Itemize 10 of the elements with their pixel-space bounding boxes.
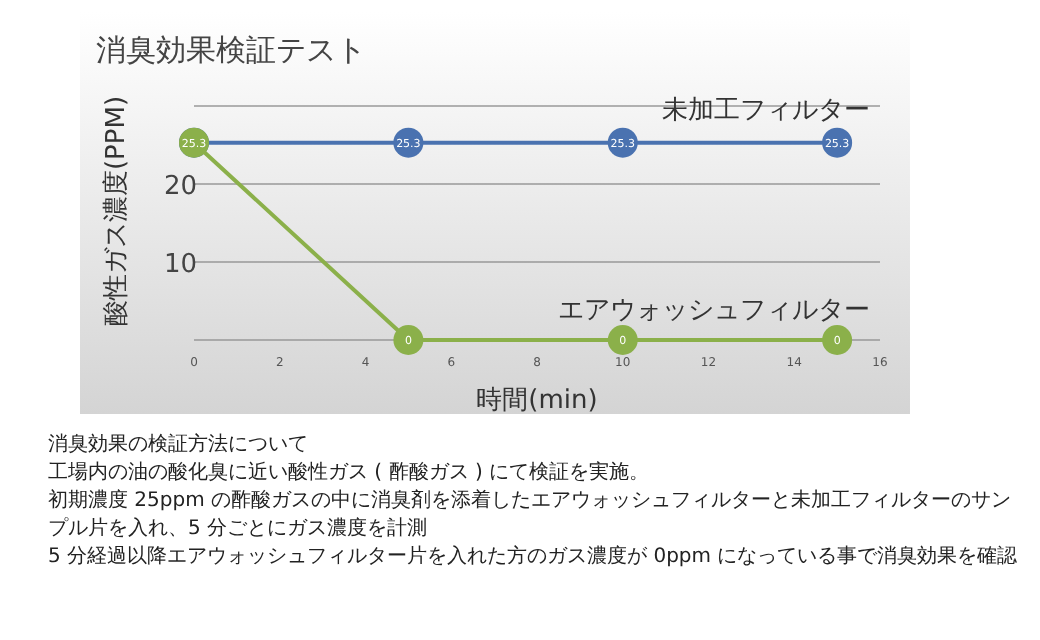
text: 消臭効果の検証方法について [48,432,310,460]
text: 工場内の油の酸化臭に近い酸性ガス ( 酢酸ガス ) にて検証を実施。 [48,460,652,488]
y-axis-title: 酸性ガス濃度(PPM) [100,95,132,327]
text: 初期濃度 25ppm の酢酸ガスの中に消臭剤を添着したエアウォッシュフィルターと未加工フィルターのサンプル片を入れ、5 分ごとにガス濃度を計測 [48,488,1014,544]
series-label: 未加工フィルター [662,96,870,126]
chart-title: 消臭効果検証テスト [96,32,366,68]
series-label: エアウォッシュフィルター [558,296,870,326]
x-axis-title: 時間(min) [476,386,598,416]
text: 5 分経過以降エアウォッシュフィルター片を入れた方のガス濃度が 0ppm になっている事で消臭効果を確認 [48,544,1020,572]
y-tick-label: 20 [164,172,198,202]
